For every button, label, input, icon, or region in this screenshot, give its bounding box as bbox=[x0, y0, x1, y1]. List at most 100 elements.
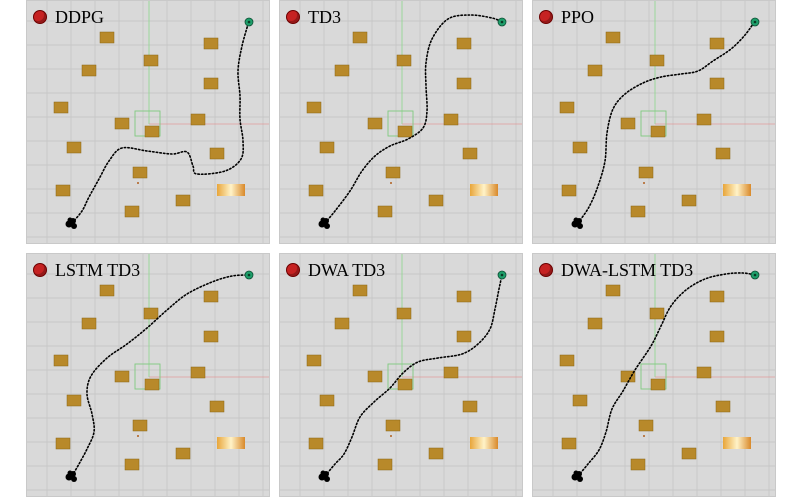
goal-icon bbox=[750, 270, 760, 280]
heat-zone bbox=[470, 184, 498, 196]
obstacle-box bbox=[456, 330, 472, 343]
panel-title-text: DWA TD3 bbox=[308, 260, 386, 280]
obstacle-box bbox=[203, 37, 219, 50]
obstacle-box bbox=[709, 77, 725, 90]
origin-marker bbox=[643, 435, 645, 437]
obstacle-box bbox=[649, 54, 665, 67]
obstacle-box bbox=[559, 101, 575, 114]
scene-canvas bbox=[27, 1, 269, 243]
obstacle-box bbox=[53, 101, 69, 114]
obstacle-box bbox=[696, 366, 712, 379]
heat-zone bbox=[217, 437, 245, 449]
obstacle-box bbox=[630, 458, 646, 471]
obstacle-box bbox=[203, 330, 219, 343]
obstacle-box bbox=[443, 113, 459, 126]
obstacle-box bbox=[630, 205, 646, 218]
obstacle-box bbox=[334, 317, 350, 330]
obstacle-box bbox=[352, 31, 368, 44]
obstacle-box bbox=[352, 284, 368, 297]
robot-icon bbox=[65, 217, 77, 229]
obstacle-box bbox=[649, 307, 665, 320]
scene-canvas bbox=[533, 254, 775, 496]
obstacle-box bbox=[638, 419, 654, 432]
trajectory-path bbox=[324, 14, 503, 224]
obstacle-box bbox=[396, 307, 412, 320]
obstacle-box bbox=[397, 378, 413, 391]
scene-canvas bbox=[280, 254, 522, 496]
obstacle-box bbox=[572, 141, 588, 154]
robot-icon bbox=[318, 470, 330, 482]
obstacle-box bbox=[650, 125, 666, 138]
panel-ddpg: DDPG bbox=[26, 0, 270, 244]
panel-title: PPO bbox=[539, 7, 594, 27]
obstacle-box bbox=[715, 147, 731, 160]
record-icon bbox=[286, 263, 300, 277]
obstacle-box bbox=[605, 284, 621, 297]
heat-zone bbox=[217, 184, 245, 196]
obstacle-box bbox=[620, 117, 636, 130]
obstacle-box bbox=[132, 166, 148, 179]
trajectory-path bbox=[577, 272, 756, 477]
panel-title: DWA-LSTM TD3 bbox=[539, 260, 693, 280]
record-icon bbox=[33, 10, 47, 24]
trajectory-path bbox=[71, 274, 250, 477]
obstacle-box bbox=[385, 419, 401, 432]
obstacle-box bbox=[561, 184, 577, 197]
obstacle-box bbox=[66, 394, 82, 407]
obstacle-box bbox=[377, 458, 393, 471]
goal-icon bbox=[244, 17, 254, 27]
obstacle-box bbox=[559, 354, 575, 367]
scene-canvas bbox=[533, 1, 775, 243]
panel-title: DWA TD3 bbox=[286, 260, 385, 280]
panel-title: TD3 bbox=[286, 7, 341, 27]
obstacle-box bbox=[114, 370, 130, 383]
obstacle-box bbox=[681, 194, 697, 207]
obstacle-box bbox=[143, 307, 159, 320]
robot-icon bbox=[65, 470, 77, 482]
obstacle-box bbox=[367, 117, 383, 130]
obstacle-box bbox=[456, 290, 472, 303]
obstacle-box bbox=[587, 317, 603, 330]
obstacle-box bbox=[124, 458, 140, 471]
obstacle-box bbox=[175, 447, 191, 460]
obstacle-box bbox=[638, 166, 654, 179]
obstacle-box bbox=[53, 354, 69, 367]
obstacle-box bbox=[377, 205, 393, 218]
panel-title-text: PPO bbox=[561, 7, 595, 27]
obstacle-box bbox=[124, 205, 140, 218]
obstacle-box bbox=[650, 378, 666, 391]
heat-zone bbox=[723, 437, 751, 449]
obstacle-box bbox=[306, 101, 322, 114]
panel-title: LSTM TD3 bbox=[33, 260, 140, 280]
panel-title-text: TD3 bbox=[308, 7, 341, 27]
obstacle-box bbox=[132, 419, 148, 432]
panel-lstm-td3: LSTM TD3 bbox=[26, 253, 270, 497]
obstacle-box bbox=[561, 437, 577, 450]
obstacle-box bbox=[144, 125, 160, 138]
scene-canvas bbox=[280, 1, 522, 243]
heat-zone bbox=[723, 184, 751, 196]
obstacle-box bbox=[319, 141, 335, 154]
obstacle-box bbox=[55, 437, 71, 450]
record-icon bbox=[539, 10, 553, 24]
goal-icon bbox=[750, 17, 760, 27]
panel-title-text: DDPG bbox=[55, 7, 105, 27]
obstacle-box bbox=[367, 370, 383, 383]
record-icon bbox=[33, 263, 47, 277]
origin-marker bbox=[390, 182, 392, 184]
robot-icon bbox=[571, 217, 583, 229]
panel-title-text: LSTM TD3 bbox=[55, 260, 141, 280]
origin-marker bbox=[137, 435, 139, 437]
robot-icon bbox=[318, 217, 330, 229]
obstacle-box bbox=[715, 400, 731, 413]
obstacle-box bbox=[696, 113, 712, 126]
goal-icon bbox=[244, 270, 254, 280]
obstacle-box bbox=[456, 37, 472, 50]
origin-marker bbox=[390, 435, 392, 437]
obstacle-box bbox=[462, 147, 478, 160]
obstacle-box bbox=[308, 184, 324, 197]
obstacle-box bbox=[308, 437, 324, 450]
obstacle-box bbox=[306, 354, 322, 367]
obstacle-box bbox=[190, 113, 206, 126]
panel-ppo: PPO bbox=[532, 0, 776, 244]
